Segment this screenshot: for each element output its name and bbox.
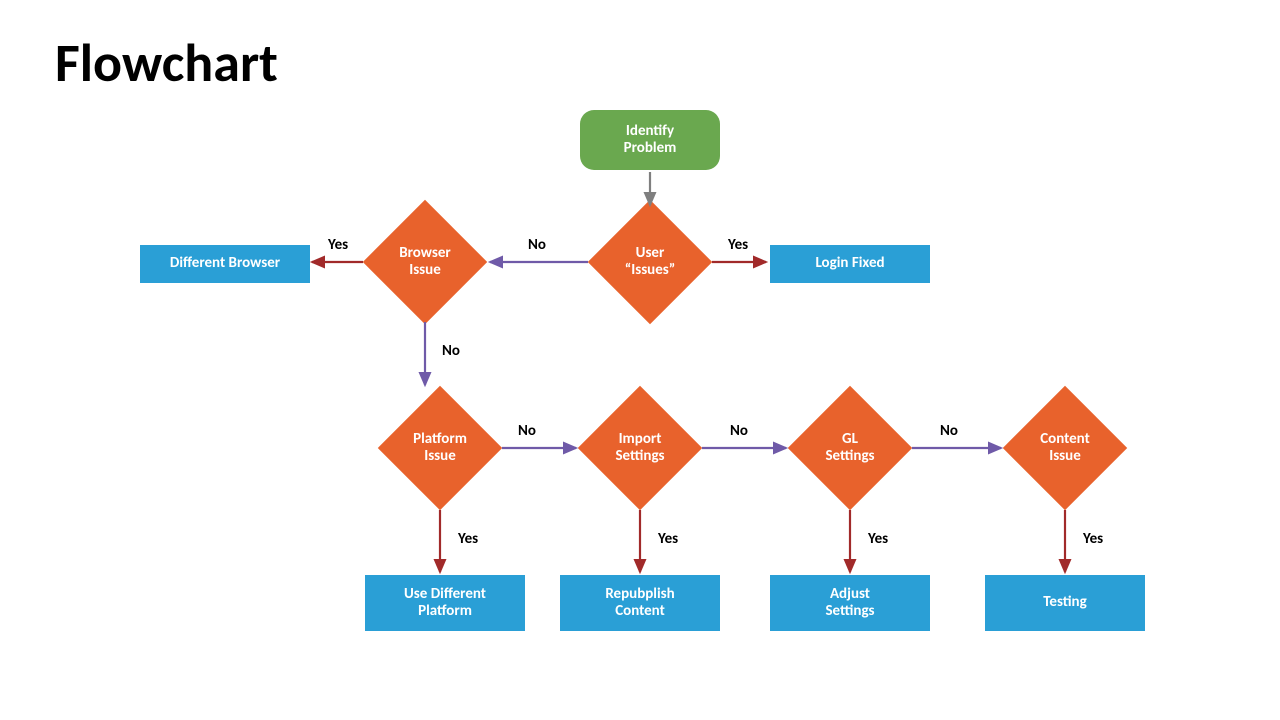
decision-label: BrowserIssue — [363, 200, 486, 323]
start-identify: IdentifyProblem — [580, 110, 720, 170]
edge-label-content-testing: Yes — [1083, 530, 1103, 548]
process-login: Login Fixed — [770, 245, 930, 283]
process-use_diff: Use DifferentPlatform — [365, 575, 525, 631]
decision-user: User“Issues” — [606, 218, 694, 306]
process-testing: Testing — [985, 575, 1145, 631]
edge-label-platform-import: No — [518, 422, 536, 440]
decision-label: ImportSettings — [578, 386, 701, 509]
edge-label-platform-use_diff: Yes — [458, 530, 478, 548]
edge-label-browser-diff_browser: Yes — [328, 236, 348, 254]
edge-label-user-browser: No — [528, 236, 546, 254]
decision-browser: BrowserIssue — [381, 218, 469, 306]
decision-label: User“Issues” — [588, 200, 711, 323]
process-adjust: AdjustSettings — [770, 575, 930, 631]
decision-content: ContentIssue — [1021, 404, 1109, 492]
edge-label-gl-adjust: Yes — [868, 530, 888, 548]
edge-label-gl-content: No — [940, 422, 958, 440]
decision-label: ContentIssue — [1003, 386, 1126, 509]
decision-import: ImportSettings — [596, 404, 684, 492]
decision-label: PlatformIssue — [378, 386, 501, 509]
edge-label-user-login: Yes — [728, 236, 748, 254]
decision-label: GLSettings — [788, 386, 911, 509]
process-diff_browser: Different Browser — [140, 245, 310, 283]
decision-platform: PlatformIssue — [396, 404, 484, 492]
page-title: Flowchart — [55, 30, 278, 96]
edge-label-import-gl: No — [730, 422, 748, 440]
process-repub: RepubplishContent — [560, 575, 720, 631]
edge-label-browser-platform: No — [442, 342, 460, 360]
decision-gl: GLSettings — [806, 404, 894, 492]
edge-label-import-repub: Yes — [658, 530, 678, 548]
